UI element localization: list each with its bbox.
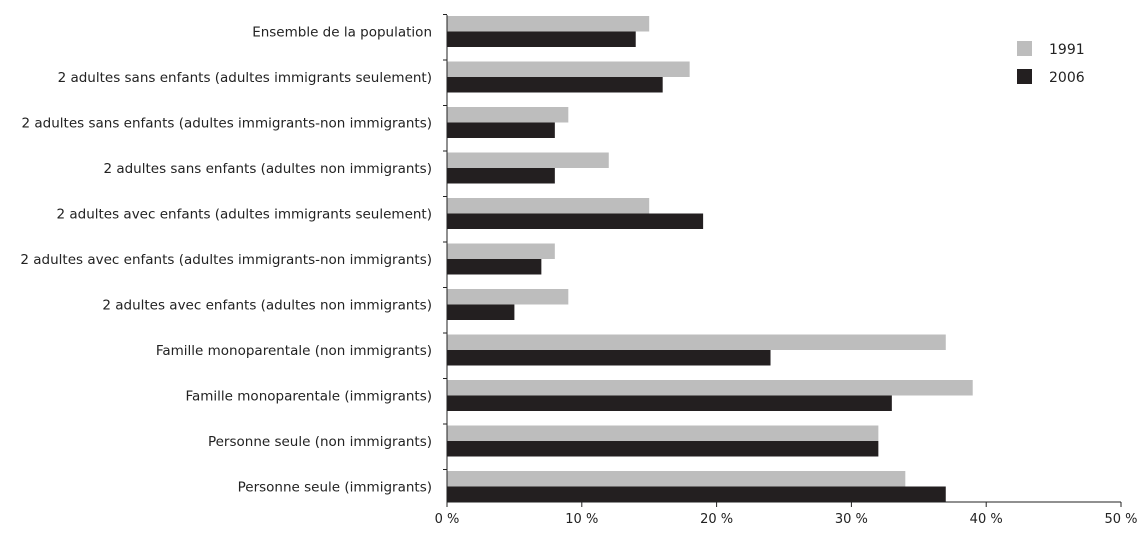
category-label: 2 adultes sans enfants (adultes non immi… bbox=[103, 161, 432, 177]
legend-swatch-2006 bbox=[1017, 69, 1032, 84]
x-tick-label: 40 % bbox=[970, 512, 1003, 527]
category-label: Famille monoparentale (immigrants) bbox=[185, 389, 432, 405]
bar-1991-8 bbox=[447, 380, 973, 396]
bars-group bbox=[447, 16, 973, 502]
bar-1991-4 bbox=[447, 198, 650, 214]
bar-2006-4 bbox=[447, 213, 704, 229]
bar-1991-3 bbox=[447, 152, 609, 168]
bar-1991-9 bbox=[447, 425, 879, 441]
category-label: Personne seule (immigrants) bbox=[238, 480, 432, 496]
bar-1991-6 bbox=[447, 289, 569, 305]
category-label: Personne seule (non immigrants) bbox=[208, 434, 432, 450]
legend-label: 1991 bbox=[1049, 42, 1085, 58]
bar-1991-1 bbox=[447, 61, 690, 77]
bar-2006-10 bbox=[447, 486, 946, 502]
bar-2006-8 bbox=[447, 395, 892, 411]
bar-1991-2 bbox=[447, 107, 569, 123]
x-tick-label: 20 % bbox=[700, 512, 733, 527]
bar-2006-0 bbox=[447, 31, 636, 47]
category-label: Famille monoparentale (non immigrants) bbox=[156, 343, 432, 359]
bar-2006-9 bbox=[447, 441, 879, 457]
category-label: 2 adultes avec enfants (adultes non immi… bbox=[102, 298, 432, 314]
bar-2006-3 bbox=[447, 168, 555, 184]
bar-2006-7 bbox=[447, 350, 771, 366]
bar-1991-0 bbox=[447, 16, 650, 32]
bar-2006-2 bbox=[447, 122, 555, 138]
legend-swatch-1991 bbox=[1017, 41, 1032, 56]
category-labels: Ensemble de la population 2 adultes sans … bbox=[20, 25, 432, 496]
bar-2006-1 bbox=[447, 77, 663, 93]
category-label: 2 adultes avec enfants (adultes immigran… bbox=[56, 207, 432, 223]
x-tick-label: 10 % bbox=[565, 512, 598, 527]
bar-1991-10 bbox=[447, 471, 906, 487]
bar-1991-7 bbox=[447, 334, 946, 350]
bar-2006-5 bbox=[447, 259, 542, 275]
category-label: 2 adultes sans enfants (adultes immigran… bbox=[22, 116, 433, 132]
legend: 1991 2006 bbox=[1017, 41, 1085, 86]
category-label: Ensemble de la population bbox=[252, 25, 432, 41]
x-tick-label: 0 % bbox=[435, 512, 460, 527]
bar-2006-6 bbox=[447, 304, 515, 320]
x-tick-label: 30 % bbox=[835, 512, 868, 527]
category-label: 2 adultes avec enfants (adultes immigran… bbox=[20, 252, 432, 268]
category-label: 2 adultes sans enfants (adultes immigran… bbox=[58, 70, 432, 86]
bar-1991-5 bbox=[447, 243, 555, 259]
legend-label: 2006 bbox=[1049, 70, 1085, 86]
x-tick-label: 50 % bbox=[1104, 512, 1137, 527]
x-axis-ticks: 0 % 10 % 20 % 30 % 40 % 50 % bbox=[435, 14, 1138, 527]
